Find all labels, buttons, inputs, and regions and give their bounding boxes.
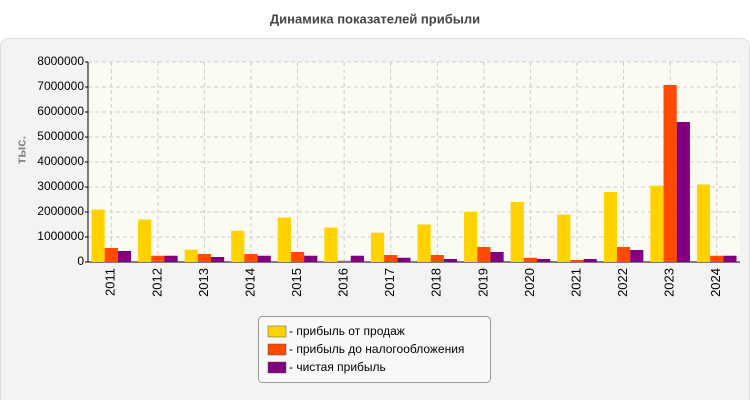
bar <box>277 217 291 262</box>
x-tick-label: 2016 <box>336 268 351 297</box>
bar <box>231 230 245 262</box>
bar <box>723 255 737 262</box>
y-tick-label: 4000000 <box>37 154 84 168</box>
y-tick-label: 3000000 <box>37 179 84 193</box>
bar <box>138 219 152 262</box>
bar <box>417 224 431 262</box>
bar <box>184 249 198 262</box>
bar <box>616 247 631 262</box>
bar <box>384 255 398 262</box>
y-axis-label: тыс. <box>13 136 28 164</box>
bar <box>104 248 118 262</box>
bar <box>290 252 305 262</box>
y-tick-label: 5000000 <box>37 129 84 143</box>
legend-swatch <box>267 325 287 338</box>
y-tick-label: 8000000 <box>37 54 84 68</box>
bar <box>244 254 258 262</box>
y-tick-label: 7000000 <box>37 79 84 93</box>
legend-label: - прибыль до налогообложения <box>289 342 464 356</box>
bar <box>630 250 644 262</box>
bar <box>464 212 478 262</box>
legend-box <box>258 316 491 383</box>
bar <box>650 185 664 262</box>
bar <box>490 252 504 262</box>
bar <box>583 259 597 262</box>
x-tick-label: 2015 <box>289 268 304 297</box>
y-tick-label: 2000000 <box>37 204 84 218</box>
bar <box>257 255 271 262</box>
bar <box>430 255 444 262</box>
x-tick-label: 2023 <box>662 268 677 297</box>
x-tick-label: 2021 <box>568 268 583 297</box>
legend-swatch <box>267 361 287 374</box>
bar <box>197 254 212 262</box>
x-tick-label: 2014 <box>242 268 257 297</box>
chart-title: Динамика показателей прибыли <box>270 11 480 26</box>
x-tick-label: 2012 <box>149 268 164 297</box>
x-tick-label: 2013 <box>196 268 211 297</box>
bar <box>663 85 677 262</box>
y-tick-label: 6000000 <box>37 104 84 118</box>
bar <box>603 192 617 262</box>
bar <box>117 251 132 262</box>
bar <box>151 255 165 262</box>
bar <box>324 227 338 262</box>
bar <box>676 122 690 262</box>
legend-label: - прибыль от продаж <box>289 324 405 338</box>
x-tick-label: 2020 <box>522 268 537 297</box>
x-tick-label: 2018 <box>429 268 444 297</box>
bar <box>537 259 551 262</box>
y-tick-label: 0 <box>77 254 84 268</box>
bar <box>477 247 491 262</box>
bar <box>570 260 584 262</box>
bar <box>523 257 538 262</box>
legend-swatch <box>267 343 287 356</box>
bar <box>397 257 411 262</box>
bar <box>337 260 351 262</box>
bar <box>370 232 385 262</box>
bar <box>710 255 724 262</box>
bar <box>91 209 105 262</box>
y-tick-label: 1000000 <box>37 229 84 243</box>
bar <box>350 255 364 262</box>
bar <box>510 202 524 262</box>
bar <box>164 255 178 262</box>
x-tick-label: 2019 <box>475 268 490 297</box>
x-tick-label: 2011 <box>103 268 118 296</box>
bar <box>696 184 711 262</box>
bar <box>211 257 225 262</box>
bar <box>557 214 571 262</box>
bar <box>443 259 458 262</box>
legend-label: - чистая прибыль <box>289 360 386 374</box>
x-tick-label: 2024 <box>708 268 723 297</box>
x-tick-label: 2017 <box>382 268 397 297</box>
bar <box>304 255 318 262</box>
x-tick-label: 2022 <box>615 268 630 297</box>
